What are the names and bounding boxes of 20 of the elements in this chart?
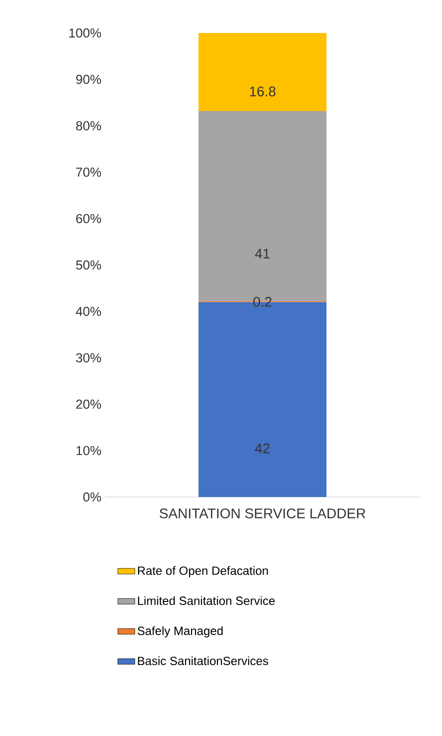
bar bbox=[198, 32, 326, 111]
y-tick-label: 20% bbox=[76, 400, 102, 409]
y-tick-label: 60% bbox=[76, 214, 102, 224]
legend-label: Limited Sanitation Service bbox=[138, 596, 275, 605]
y-tick-label: 90% bbox=[76, 74, 102, 84]
y-tick-label: 40% bbox=[76, 306, 102, 316]
x-tick-label: SANITATION SERVICE LADDER bbox=[160, 508, 366, 518]
y-tick-label: 70% bbox=[76, 168, 102, 177]
legend-label: Rate of Open Defacation bbox=[138, 566, 268, 578]
legend-label: Basic SanitationServices bbox=[138, 656, 268, 666]
y-tick-label: 30% bbox=[76, 353, 102, 362]
data-label: 16.8 bbox=[250, 86, 276, 96]
data-label: 41 bbox=[255, 248, 270, 258]
legend-label: Safely Managed bbox=[138, 626, 223, 638]
data-label: 42 bbox=[255, 443, 270, 454]
y-tick-label: 10% bbox=[76, 446, 102, 456]
y-tick-label: 80% bbox=[76, 121, 102, 130]
y-tick-label: 0% bbox=[83, 492, 102, 502]
y-tick-label: 50% bbox=[76, 260, 102, 270]
y-tick-label: 100% bbox=[69, 28, 102, 38]
